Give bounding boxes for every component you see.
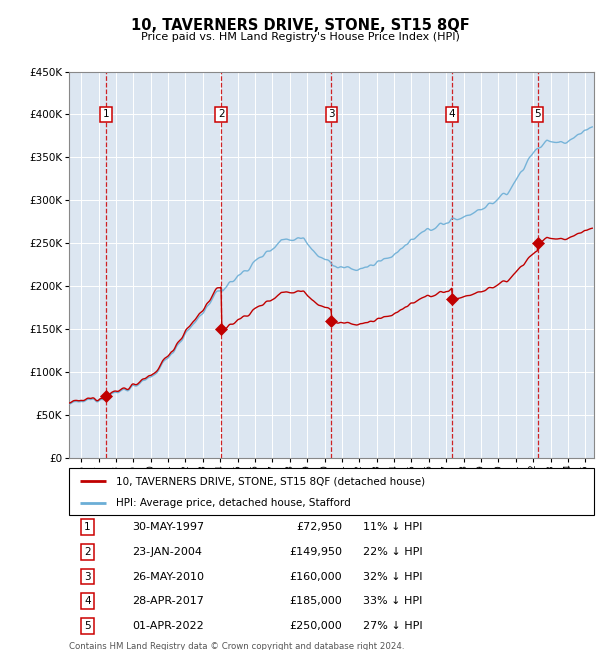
- Text: £250,000: £250,000: [289, 621, 342, 631]
- Text: 5: 5: [534, 109, 541, 120]
- Text: 11% ↓ HPI: 11% ↓ HPI: [363, 522, 422, 532]
- Text: 4: 4: [84, 596, 91, 606]
- Text: HPI: Average price, detached house, Stafford: HPI: Average price, detached house, Staf…: [116, 498, 351, 508]
- Text: 27% ↓ HPI: 27% ↓ HPI: [363, 621, 422, 631]
- Text: £149,950: £149,950: [289, 547, 342, 557]
- Text: 1: 1: [103, 109, 109, 120]
- Text: 28-APR-2017: 28-APR-2017: [132, 596, 204, 606]
- Text: 3: 3: [328, 109, 335, 120]
- Text: 22% ↓ HPI: 22% ↓ HPI: [363, 547, 422, 557]
- Text: 32% ↓ HPI: 32% ↓ HPI: [363, 571, 422, 582]
- Text: 1: 1: [84, 522, 91, 532]
- Text: Price paid vs. HM Land Registry's House Price Index (HPI): Price paid vs. HM Land Registry's House …: [140, 32, 460, 42]
- Text: Contains HM Land Registry data © Crown copyright and database right 2024.
This d: Contains HM Land Registry data © Crown c…: [69, 642, 404, 650]
- Text: 30-MAY-1997: 30-MAY-1997: [132, 522, 204, 532]
- Text: 4: 4: [448, 109, 455, 120]
- Text: 23-JAN-2004: 23-JAN-2004: [132, 547, 202, 557]
- Text: 10, TAVERNERS DRIVE, STONE, ST15 8QF: 10, TAVERNERS DRIVE, STONE, ST15 8QF: [131, 18, 469, 33]
- Text: 3: 3: [84, 571, 91, 582]
- Text: 10, TAVERNERS DRIVE, STONE, ST15 8QF (detached house): 10, TAVERNERS DRIVE, STONE, ST15 8QF (de…: [116, 476, 425, 486]
- Text: 5: 5: [84, 621, 91, 631]
- Text: 2: 2: [84, 547, 91, 557]
- Text: 26-MAY-2010: 26-MAY-2010: [132, 571, 204, 582]
- Text: £185,000: £185,000: [289, 596, 342, 606]
- Text: 01-APR-2022: 01-APR-2022: [132, 621, 204, 631]
- Text: 33% ↓ HPI: 33% ↓ HPI: [363, 596, 422, 606]
- Text: 2: 2: [218, 109, 224, 120]
- Text: £72,950: £72,950: [296, 522, 342, 532]
- Text: £160,000: £160,000: [289, 571, 342, 582]
